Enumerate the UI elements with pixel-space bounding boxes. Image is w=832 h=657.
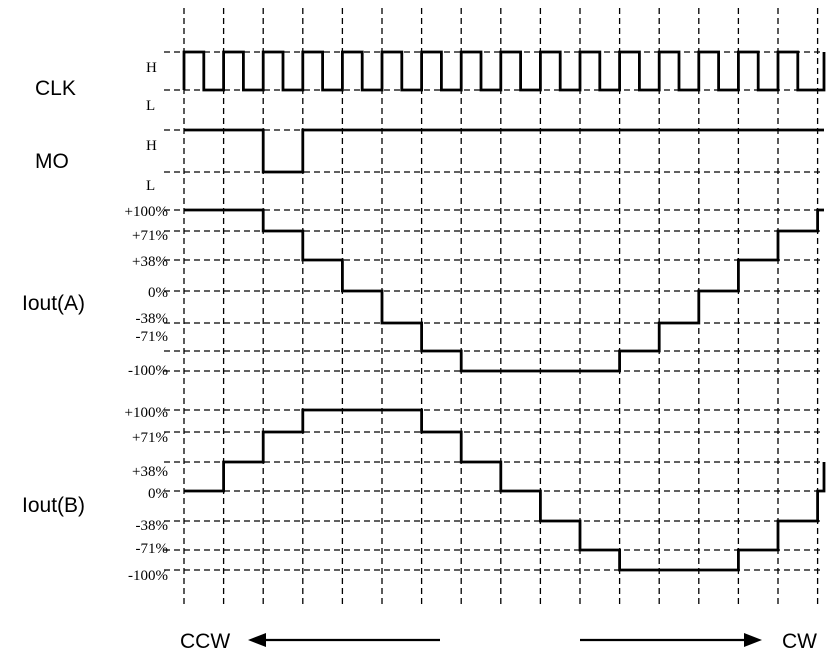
cw-arrow xyxy=(580,633,762,647)
mo-label: MO xyxy=(35,150,69,173)
b-level-m38: -38% xyxy=(136,518,169,534)
a-level-p100: +100% xyxy=(125,204,168,220)
b-level-p38: +38% xyxy=(132,464,168,480)
iout-a-waveform xyxy=(184,208,824,373)
a-level-m100: -100% xyxy=(128,363,168,379)
b-level-0: 0% xyxy=(148,486,168,502)
ccw-arrow xyxy=(248,633,440,647)
a-level-p71: +71% xyxy=(132,228,168,244)
waveforms xyxy=(182,50,826,572)
b-level-p71: +71% xyxy=(132,430,168,446)
clk-low-label: L xyxy=(146,98,155,114)
clk-waveform xyxy=(182,50,826,92)
mo-waveform xyxy=(184,128,824,174)
iout-b-label: Iout(B) xyxy=(22,494,85,517)
b-level-m71: -71% xyxy=(136,541,169,557)
a-level-m38: -38% xyxy=(136,311,169,327)
cw-label: CW xyxy=(782,630,817,653)
clk-high-label: H xyxy=(146,60,157,76)
clk-label: CLK xyxy=(35,77,76,100)
mo-high-label: H xyxy=(146,138,157,154)
b-level-m100: -100% xyxy=(128,568,168,584)
b-level-p100: +100% xyxy=(125,405,168,421)
iout-b-waveform xyxy=(184,408,826,572)
iout-a-label: Iout(A) xyxy=(22,292,85,315)
mo-low-label: L xyxy=(146,178,155,194)
a-level-0: 0% xyxy=(148,285,168,301)
a-level-m71: -71% xyxy=(136,329,169,345)
grid-lines xyxy=(164,8,824,608)
a-level-p38: +38% xyxy=(132,254,168,270)
ccw-label: CCW xyxy=(180,630,230,653)
